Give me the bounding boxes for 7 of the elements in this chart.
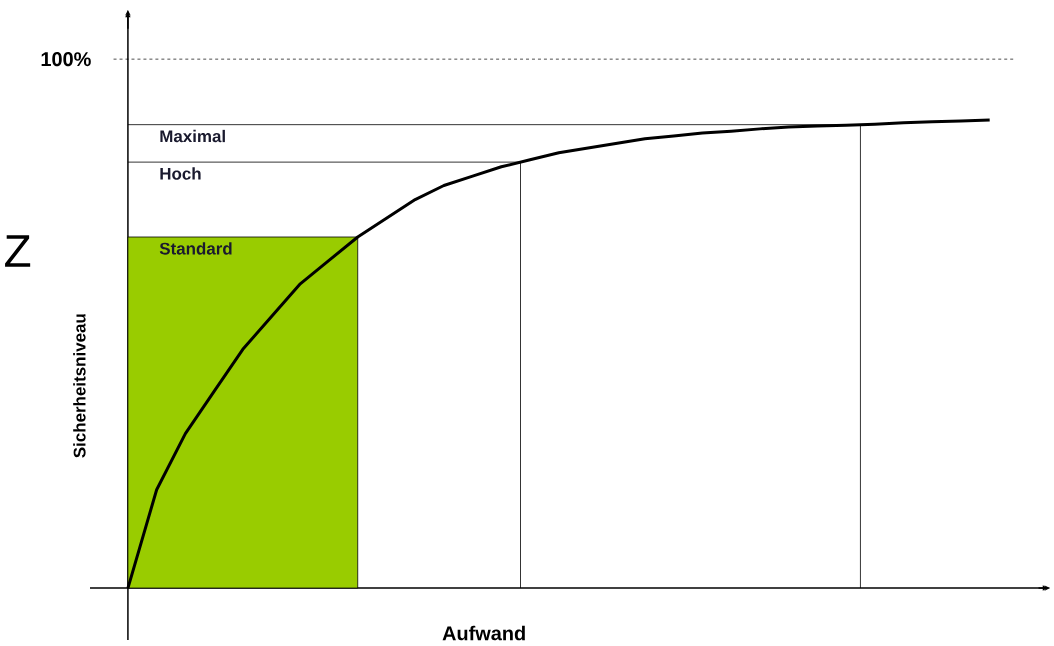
x-axis-title: Aufwand [442, 625, 525, 641]
text: 100% [41, 52, 91, 67]
ref-line-label: Hoch [160, 167, 201, 180]
band-label: Standard [159, 242, 232, 255]
ref-line-label: Maximal [160, 129, 225, 143]
text: Z [5, 235, 31, 267]
y-axis-title: Sicherheitsniveau [73, 314, 86, 458]
